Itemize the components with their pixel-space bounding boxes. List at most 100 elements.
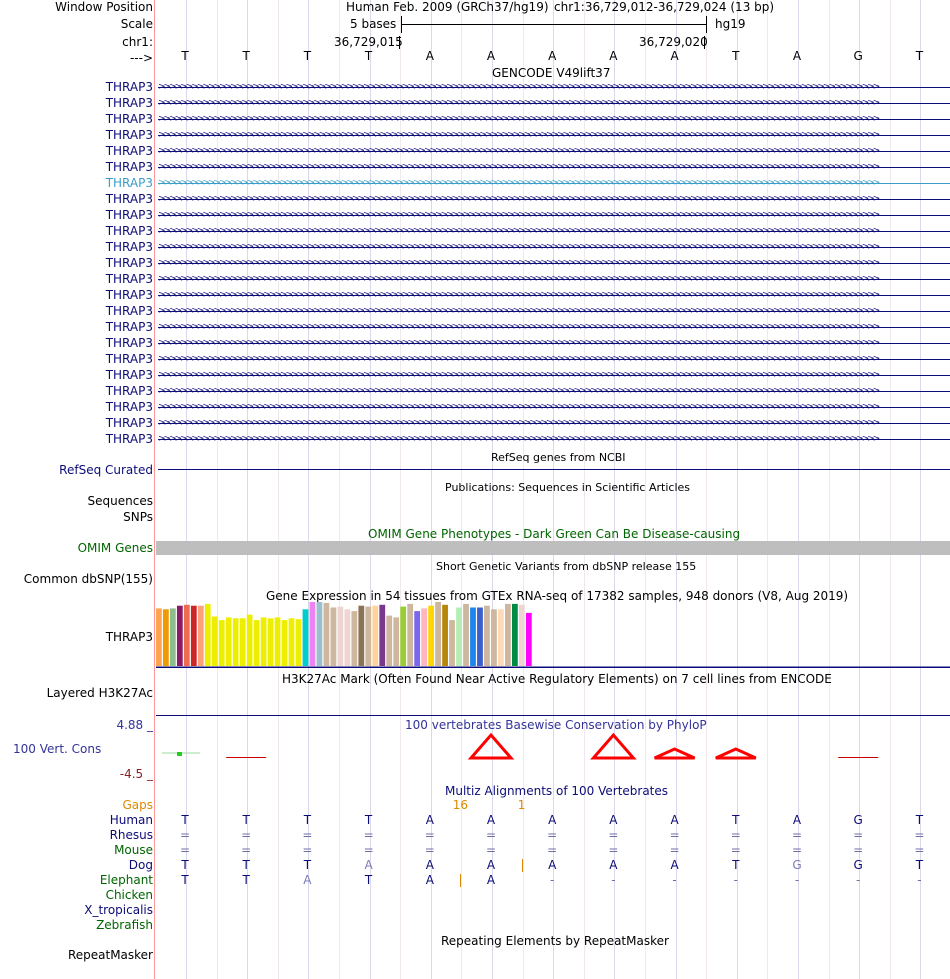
gtex-tissue-bar[interactable] [351, 611, 358, 666]
gtex-tissue-bar[interactable] [505, 603, 511, 666]
gencode-transcript-line[interactable] [158, 423, 950, 424]
gencode-transcript-line[interactable] [158, 375, 950, 376]
gencode-transcript-line[interactable] [158, 167, 950, 168]
gencode-transcript-line[interactable] [158, 151, 950, 152]
phylop-score-mark[interactable] [177, 752, 182, 756]
gtex-tissue-bar[interactable] [197, 605, 204, 666]
gencode-transcript-line[interactable] [158, 231, 950, 232]
gencode-transcript-line[interactable] [158, 311, 950, 312]
gencode-transcript-label[interactable]: THRAP3 [105, 336, 153, 350]
gtex-tissue-bar[interactable] [386, 615, 393, 666]
gtex-tissue-bar[interactable] [491, 609, 497, 666]
gencode-transcript-label[interactable]: THRAP3 [105, 384, 153, 398]
gencode-transcript-line[interactable] [158, 263, 950, 264]
publications-label-line2[interactable]: SNPs [123, 510, 153, 524]
gencode-transcript-label[interactable]: THRAP3 [105, 208, 153, 222]
species-label[interactable]: X_tropicalis [84, 903, 153, 917]
phylop-score-mark[interactable] [715, 747, 757, 760]
gtex-tissue-bar[interactable] [232, 618, 239, 666]
species-label[interactable]: Zebrafish [96, 918, 153, 932]
omim-track-label[interactable]: OMIM Genes [77, 541, 153, 555]
gtex-bar-chart[interactable] [156, 602, 950, 668]
gtex-tissue-bar[interactable] [435, 602, 441, 666]
gencode-transcript-label[interactable]: THRAP3 [105, 112, 153, 126]
gencode-transcript-line[interactable] [158, 279, 950, 280]
gtex-tissue-bar[interactable] [246, 614, 253, 666]
gtex-tissue-bar[interactable] [400, 606, 407, 666]
gencode-transcript-line[interactable] [158, 247, 950, 248]
species-label[interactable]: Chicken [105, 888, 153, 902]
gtex-tissue-bar[interactable] [379, 604, 386, 666]
phylop-score-mark[interactable] [226, 757, 267, 758]
gtex-tissue-bar[interactable] [344, 609, 351, 666]
gencode-transcript-line[interactable] [158, 407, 950, 408]
gtex-tissue-bar[interactable] [449, 620, 455, 666]
gtex-tissue-bar[interactable] [407, 603, 414, 666]
gtex-tissue-bar[interactable] [211, 616, 218, 667]
gencode-transcript-line[interactable] [158, 199, 950, 200]
species-label[interactable]: Mouse [114, 843, 153, 857]
gencode-transcript-line[interactable] [158, 183, 950, 184]
gencode-transcript-label[interactable]: THRAP3 [105, 304, 153, 318]
gtex-tissue-bar[interactable] [463, 603, 469, 666]
gtex-tissue-bar[interactable] [204, 603, 211, 666]
refseq-track-label[interactable]: RefSeq Curated [59, 463, 153, 477]
gtex-tissue-bar[interactable] [525, 612, 532, 666]
phylop-score-mark[interactable] [590, 732, 637, 760]
gtex-tissue-bar[interactable] [316, 602, 323, 666]
position-readout[interactable]: chr1:36,729,012-36,729,024 (13 bp) [554, 0, 775, 14]
gencode-transcript-label[interactable]: THRAP3 [105, 432, 153, 446]
gencode-transcript-line[interactable] [158, 119, 950, 120]
phylop-score-mark[interactable] [467, 732, 515, 760]
gencode-transcript-line[interactable] [158, 359, 950, 360]
phylop-graph[interactable] [156, 730, 950, 780]
gencode-transcript-line[interactable] [158, 295, 950, 296]
publications-label-line1[interactable]: Sequences [87, 494, 153, 508]
gtex-tissue-bar[interactable] [337, 606, 344, 666]
gtex-tissue-bar[interactable] [162, 609, 169, 666]
gencode-transcript-label[interactable]: THRAP3 [105, 240, 153, 254]
gtex-tissue-bar[interactable] [518, 604, 525, 666]
species-label[interactable]: Dog [128, 858, 153, 872]
gtex-tissue-bar[interactable] [477, 607, 483, 667]
gtex-tissue-bar[interactable] [470, 607, 476, 667]
gencode-transcript-label[interactable]: THRAP3 [105, 368, 153, 382]
gencode-transcript-line[interactable] [158, 215, 950, 216]
gencode-transcript-line[interactable] [158, 103, 950, 104]
gtex-tissue-bar[interactable] [183, 604, 190, 666]
gtex-tissue-bar[interactable] [295, 619, 302, 666]
gtex-tissue-bar[interactable] [260, 617, 267, 666]
gtex-tissue-bar[interactable] [511, 603, 518, 666]
gencode-transcript-label[interactable]: THRAP3 [105, 288, 153, 302]
gtex-tissue-bar[interactable] [253, 620, 260, 666]
phylop-score-mark[interactable] [838, 757, 879, 758]
gtex-tissue-bar[interactable] [456, 607, 462, 667]
gtex-tissue-bar[interactable] [358, 605, 365, 666]
gtex-tissue-bar[interactable] [281, 620, 288, 666]
gtex-tissue-bar[interactable] [421, 608, 428, 666]
species-label[interactable]: Human [109, 813, 153, 827]
gencode-transcript-label[interactable]: THRAP3 [105, 352, 153, 366]
gtex-tissue-bar[interactable] [393, 617, 400, 666]
gtex-tissue-bar[interactable] [428, 605, 434, 666]
repeatmasker-track-label[interactable]: RepeatMasker [67, 948, 153, 962]
gtex-tissue-bar[interactable] [169, 608, 176, 666]
gtex-tissue-bar[interactable] [365, 606, 372, 666]
gencode-transcript-label[interactable]: THRAP3 [105, 80, 153, 94]
gencode-transcript-line[interactable] [158, 327, 950, 328]
dbsnp-track-label[interactable]: Common dbSNP(155) [23, 572, 153, 586]
gencode-transcript-label[interactable]: THRAP3 [105, 192, 153, 206]
gtex-tissue-bar[interactable] [190, 605, 197, 666]
gencode-transcript-label[interactable]: THRAP3 [105, 256, 153, 270]
species-label[interactable]: Rhesus [109, 828, 153, 842]
species-label[interactable]: Elephant [99, 873, 153, 887]
h3k27ac-track-label[interactable]: Layered H3K27Ac [46, 686, 153, 700]
gencode-transcript-label[interactable]: THRAP3 [105, 176, 153, 190]
gtex-tissue-bar[interactable] [330, 607, 337, 667]
gencode-transcript-line[interactable] [158, 87, 950, 88]
gtex-track-label[interactable]: THRAP3 [105, 630, 153, 644]
gtex-tissue-bar[interactable] [309, 602, 316, 666]
gencode-transcript-line[interactable] [158, 135, 950, 136]
gtex-tissue-bar[interactable] [498, 609, 504, 666]
gtex-tissue-bar[interactable] [218, 620, 225, 666]
